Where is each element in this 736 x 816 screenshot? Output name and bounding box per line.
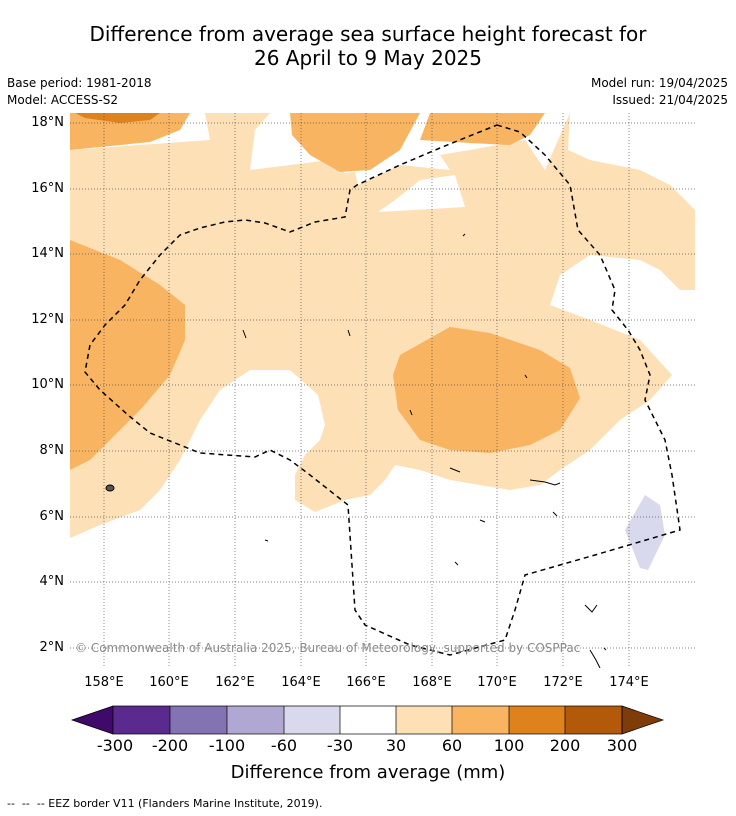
islands [105, 233, 607, 668]
cbar-tick-60: 60 [441, 736, 463, 755]
colorbar-low-arrow [70, 705, 114, 735]
band-60-100-northwest [70, 113, 190, 150]
colorbar-seg-8 [509, 706, 565, 734]
cbar-tick-neg100: -100 [208, 736, 246, 755]
model-run: Model run: 19/04/2025 [590, 76, 728, 90]
copyright-notice: © Commonwealth of Australia 2025, Bureau… [75, 641, 581, 655]
model-name: Model: ACCESS-S2 [7, 93, 119, 107]
lat-label-6n: 6°N [39, 509, 65, 524]
lat-label-2n: 2°N [39, 640, 65, 655]
lat-label-12n: 12°N [31, 312, 64, 327]
colorbar-high-arrow [621, 705, 665, 735]
cbar-tick-neg60: -60 [270, 736, 298, 755]
lon-label-164e: 164°E [281, 675, 321, 690]
band-100-200-northwest [75, 113, 160, 123]
map-plot-area [70, 113, 695, 668]
lon-label-166e: 166°E [346, 675, 386, 690]
colorbar-seg-2 [170, 706, 227, 734]
map-title: Difference from average sea surface heig… [0, 22, 736, 70]
band-60-100-northeast [420, 113, 545, 145]
colorbar-seg-1 [113, 706, 170, 734]
colorbar-seg-7 [452, 706, 509, 734]
eez-legend-footer: -- -- -- EEZ border V11 (Flanders Marine… [7, 797, 323, 810]
base-period: Base period: 1981-2018 [7, 76, 152, 90]
lon-label-160e: 160°E [149, 675, 189, 690]
lon-label-174e: 174°E [609, 675, 649, 690]
lon-label-162e: 162°E [215, 675, 255, 690]
colorbar-seg-3 [227, 706, 284, 734]
cbar-tick-neg200: -200 [151, 736, 189, 755]
lon-label-168e: 168°E [412, 675, 452, 690]
meta-left: Base period: 1981-2018 Model: ACCESS-S2 [7, 75, 152, 109]
lat-label-10n: 10°N [31, 377, 64, 392]
lon-label-158e: 158°E [84, 675, 124, 690]
cbar-tick-neg300: -300 [96, 736, 134, 755]
lat-label-16n: 16°N [31, 181, 64, 196]
lat-label-18n: 18°N [31, 115, 64, 130]
colorbar-label: Difference from average (mm) [230, 762, 506, 783]
cbar-tick-30: 30 [385, 736, 407, 755]
lon-label-172e: 172°E [543, 675, 583, 690]
lat-label-8n: 8°N [39, 443, 65, 458]
band-60-100-central [393, 327, 580, 453]
cbar-tick-neg30: -30 [326, 736, 354, 755]
colorbar-seg-9 [565, 706, 622, 734]
colorbar-seg-6 [396, 706, 452, 734]
colorbar [70, 705, 665, 735]
cbar-tick-200: 200 [549, 736, 581, 755]
band-negative-30-60 [625, 495, 665, 570]
lon-label-170e: 170°E [477, 675, 517, 690]
lat-label-14n: 14°N [31, 246, 64, 261]
title-line-2: 26 April to 9 May 2025 [254, 46, 482, 70]
cbar-tick-100: 100 [493, 736, 525, 755]
eez-border [84, 124, 681, 656]
graticule [70, 113, 695, 668]
meta-right: Model run: 19/04/2025 Issued: 21/04/2025 [591, 75, 728, 109]
cbar-tick-300: 300 [606, 736, 638, 755]
band-60-100-west [70, 240, 185, 470]
lat-label-4n: 4°N [39, 574, 65, 589]
band-60-100-north [290, 113, 420, 172]
colorbar-seg-4 [284, 706, 340, 734]
title-line-1: Difference from average sea surface heig… [89, 22, 647, 46]
issued-date: Issued: 21/04/2025 [612, 93, 728, 107]
colorbar-seg-5 [340, 706, 396, 734]
